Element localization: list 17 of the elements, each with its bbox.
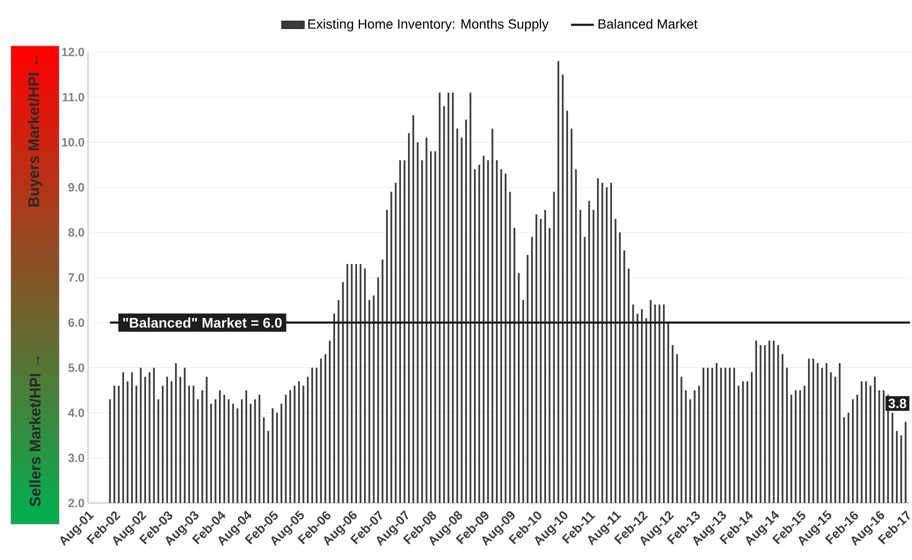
y-tick-label: 5.0	[68, 363, 84, 372]
text: Sellers Market/HPI →	[29, 356, 41, 506]
y-tick-label: 8.0	[68, 228, 84, 237]
data-label: 3.8	[888, 398, 906, 408]
y-tick-label: 11.0	[62, 92, 84, 102]
y-tick-label: 6.0	[68, 318, 84, 327]
y-tick-label: 9.0	[68, 183, 84, 192]
y-tick-label: 2.0	[68, 498, 84, 508]
y-tick-label: 7.0	[68, 273, 84, 282]
annotation: "Balanced" Market = 6.0	[123, 317, 282, 328]
legend-label: Existing Home Inventory: Months Supply	[308, 18, 549, 32]
y-tick-label: 10.0	[62, 138, 84, 146]
legend-label: Balanced Market	[598, 18, 698, 29]
y-tick-label: 4.0	[68, 408, 84, 418]
y-tick-label: 12.0	[62, 48, 84, 56]
text: Buyers Market/HPI ←	[28, 56, 42, 207]
y-tick-label: 3.0	[68, 454, 84, 462]
